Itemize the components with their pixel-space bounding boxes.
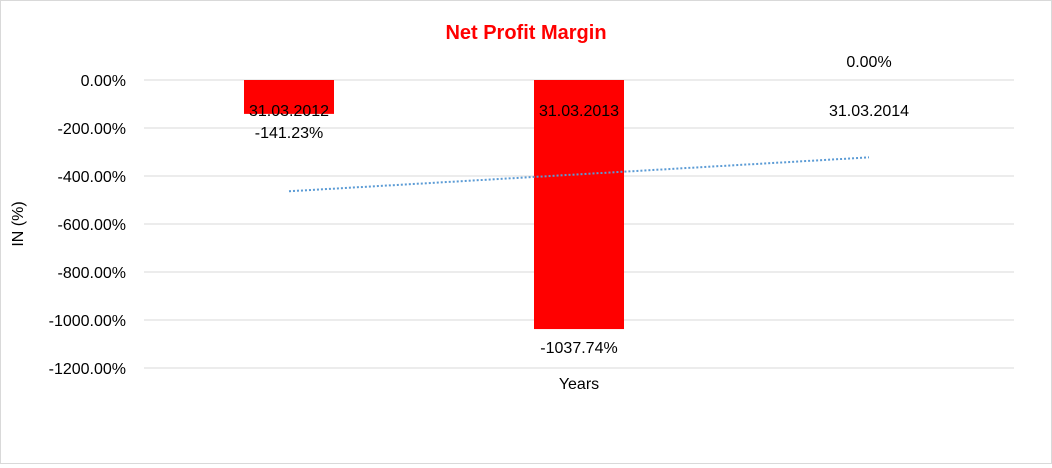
chart-title: Net Profit Margin [445, 22, 606, 44]
x-axis-label: Years [559, 376, 599, 393]
trendline [288, 156, 870, 193]
x-category-label: 31.03.2012 [249, 103, 329, 120]
bar-31.03.2013 [534, 80, 624, 330]
y-tick-label: -600.00% [58, 217, 127, 234]
data-label: -141.23% [255, 125, 324, 142]
data-label: 0.00% [846, 54, 891, 71]
y-tick-label: -200.00% [58, 121, 127, 138]
y-tick-label: -400.00% [58, 169, 127, 186]
bar-31.03.2012 [244, 80, 334, 114]
y-axis-label: IN (%) [10, 201, 27, 246]
y-tick-label: -1200.00% [49, 361, 126, 378]
data-label: -1037.74% [540, 340, 617, 357]
x-category-label: 31.03.2013 [539, 103, 619, 120]
y-tick-label: 0.00% [81, 73, 126, 90]
x-category-label: 31.03.2014 [829, 103, 909, 120]
y-tick-label: -1000.00% [49, 313, 126, 330]
y-tick-label: -800.00% [58, 265, 127, 282]
